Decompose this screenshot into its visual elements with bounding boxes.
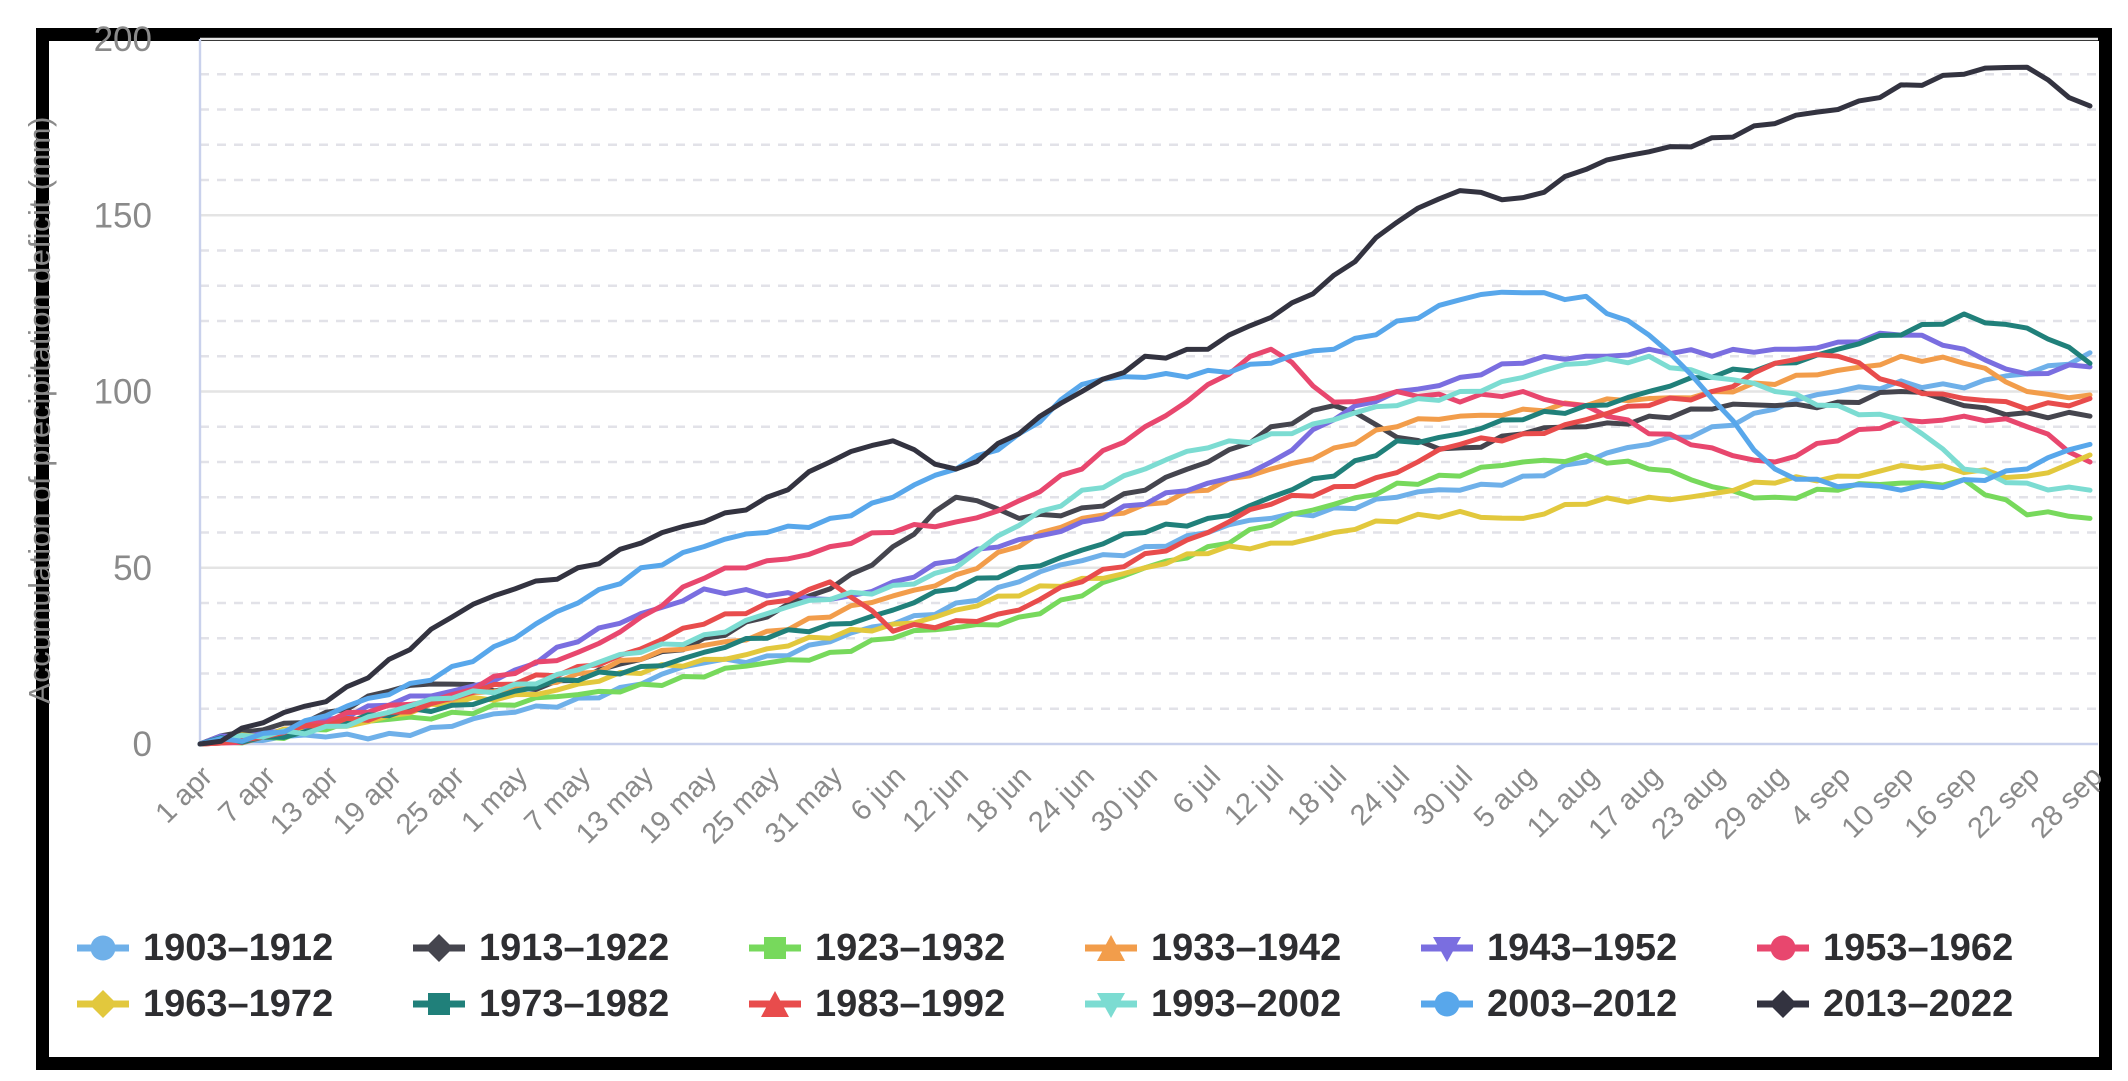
y-axis-title-text: Accumulation of precipitation deficit (m… (22, 116, 58, 704)
y-tick-label: 50 (113, 549, 152, 588)
x-tick-label: 13 apr (264, 760, 345, 841)
x-tick-label: 30 jul (1407, 760, 1479, 832)
x-tick-label: 29 aug (1709, 760, 1794, 845)
figure-border-frame (36, 28, 2112, 1070)
series-line-1903-1912 (197, 350, 2093, 747)
y-tick-label: 150 (94, 196, 152, 235)
x-tick-label: 24 jul (1344, 760, 1416, 832)
series-line-1963-1972 (197, 452, 2093, 747)
x-tick-label: 6 jul (1167, 760, 1227, 820)
x-tick-label: 1 may (455, 760, 534, 839)
x-tick-label: 12 jun (896, 760, 974, 838)
series-line-1943-1952 (197, 330, 2093, 747)
x-tick-label: 18 jun (959, 760, 1037, 838)
series-line-1953-1962 (197, 346, 2093, 747)
x-tick-label: 18 jul (1281, 760, 1353, 832)
x-tick-label: 30 jun (1085, 760, 1163, 838)
x-tick-label: 28 sep (2025, 760, 2109, 844)
series-line-1993-2002 (197, 353, 2093, 747)
y-tick-label: 100 (94, 373, 152, 412)
x-tick-label: 12 jul (1218, 760, 1290, 832)
x-tick-label: 25 apr (390, 760, 471, 841)
x-tick-label: 16 sep (1899, 760, 1983, 844)
y-tick-label: 0 (133, 725, 152, 764)
y-tick-label: 200 (94, 20, 152, 59)
x-tick-label: 1 apr (150, 760, 220, 830)
x-tick-label: 24 jun (1022, 760, 1100, 838)
x-tick-label: 22 sep (1962, 760, 2046, 844)
series-line-2013-2022 (197, 64, 2093, 747)
x-tick-label: 19 apr (327, 760, 408, 841)
y-axis-title: Accumulation of precipitation deficit (m… (18, 60, 62, 760)
series-line-2003-2012 (197, 289, 2093, 747)
x-tick-label: 10 sep (1836, 760, 1920, 844)
